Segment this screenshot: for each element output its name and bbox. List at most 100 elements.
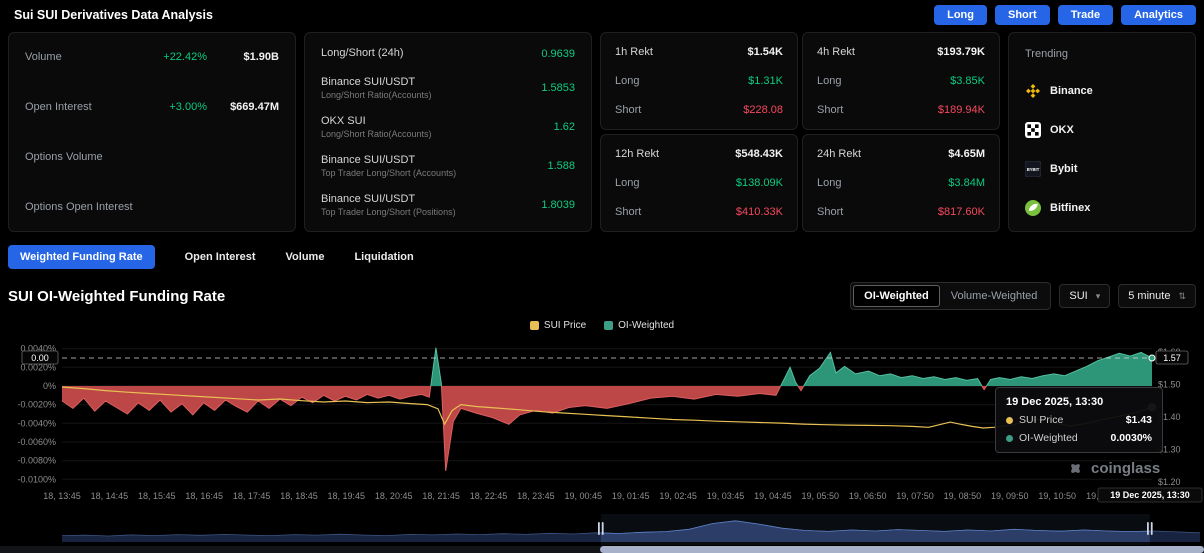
rekt-title: 12h Rekt [615,148,660,160]
navigator-minichart[interactable] [0,514,1204,545]
chart-header: SUI OI-Weighted Funding Rate OI-Weighted… [8,282,1196,310]
stat-row: Open Interest +3.00% $669.47M [25,101,279,113]
tooltip-value: $1.43 [1125,414,1152,426]
ratio-sublabel: Long/Short Ratio(Accounts) [321,90,432,100]
legend-oi-weighted[interactable]: OI-Weighted [604,320,674,331]
stat-change: +22.42% [163,51,207,63]
svg-text:$1.40: $1.40 [1158,412,1181,422]
trending-item-okx[interactable]: OKX [1025,122,1179,138]
tooltip-row: OI-Weighted 0.0030% [1006,432,1152,444]
svg-text:1.57: 1.57 [1163,353,1181,363]
rekt-long-value: $138.09K [735,177,783,189]
tab-volume[interactable]: Volume [285,251,325,263]
tab-weighted-funding-rate[interactable]: Weighted Funding Rate [8,245,155,269]
watermark-text: coinglass [1091,460,1161,477]
chart-tooltip: 19 Dec 2025, 13:30 SUI Price $1.43 OI-We… [995,387,1163,453]
trending-item-binance[interactable]: Binance [1025,83,1179,99]
up-down-stepper-icon: ⇅ [1178,290,1186,301]
rekt-short-label: Short [615,206,642,218]
stat-label: Options Open Interest [25,201,133,213]
funding-rate-chart[interactable]: 0.0040% 0.0020% 0% -0.0020% -0.0040% -0.0060%… [0,336,1204,506]
tooltip-row: SUI Price $1.43 [1006,414,1152,426]
symbol-select[interactable]: SUI ▾ [1059,284,1111,308]
svg-text:-0.0060%: -0.0060% [17,437,56,447]
svg-text:$1.50: $1.50 [1158,379,1181,389]
rekt-short-label: Short [615,104,642,116]
legend-sui-price[interactable]: SUI Price [529,320,586,331]
analytics-button[interactable]: Analytics [1121,5,1196,25]
scrollbar-thumb[interactable] [599,546,1204,553]
rekt-card-24h: 24h Rekt $4.65M Long $3.84M Short $817.6… [802,134,1000,232]
binance-icon [1026,84,1040,98]
horizontal-scrollbar[interactable] [0,546,1204,553]
short-button[interactable]: Short [994,5,1050,25]
ratio-row: Long/Short (24h) 0.9639 [321,47,575,61]
rekt-total: $4.65M [948,148,985,160]
page-title: Sui SUI Derivatives Data Analysis [14,8,213,22]
top-bar: Sui SUI Derivatives Data Analysis Long S… [0,0,1204,30]
ratio-value: 1.62 [553,121,575,133]
legend-label: OI-Weighted [618,320,675,331]
svg-text:-0.0080%: -0.0080% [17,456,56,466]
rekt-long-value: $3.84M [948,177,985,189]
rekt-long-label: Long [615,177,640,189]
ratio-label: Long/Short (24h) [321,47,404,59]
ratio-value: 1.588 [547,160,575,172]
trending-item-bitfinex[interactable]: Bitfinex [1025,200,1179,216]
rekt-short-value: $410.33K [735,206,783,218]
svg-text:18, 14:45: 18, 14:45 [91,491,129,501]
tab-open-interest[interactable]: Open Interest [184,251,256,263]
stat-row: Options Open Interest [25,201,279,213]
svg-text:$1.20: $1.20 [1158,477,1181,487]
rekt-total: $548.43K [735,148,783,160]
svg-text:BYBIT: BYBIT [1027,167,1040,172]
svg-text:-0.0040%: -0.0040% [17,418,56,428]
chart-navigator[interactable] [0,514,1204,545]
trending-item-bybit[interactable]: BYBIT Bybit [1025,161,1179,177]
svg-text:19, 06:50: 19, 06:50 [849,491,887,501]
svg-text:$1.30: $1.30 [1158,445,1181,455]
tooltip-label: SUI Price [1019,414,1064,426]
liquidation-rekt-grid: 1h Rekt $1.54K Long $1.31K Short $228.08… [600,32,1000,232]
svg-text:19, 03:45: 19, 03:45 [707,491,745,501]
tooltip-value: 0.0030% [1110,432,1152,444]
svg-text:18, 22:45: 18, 22:45 [470,491,508,501]
rekt-long-label: Long [615,75,640,87]
trade-button[interactable]: Trade [1057,5,1114,25]
rekt-short-value: $189.94K [937,104,985,116]
chart-legend: SUI Price OI-Weighted [0,320,1204,331]
trending-item-label: Bitfinex [1050,202,1091,214]
ratio-row: Binance SUI/USDT Long/Short Ratio(Accoun… [321,76,575,100]
rekt-long-value: $3.85K [950,75,985,87]
rekt-long-label: Long [817,75,842,87]
stat-label: Volume [25,51,62,63]
market-stats-card: Volume +22.42% $1.90B Open Interest +3.0… [8,32,296,232]
rekt-title: 4h Rekt [817,46,855,58]
trending-title: Trending [1025,48,1069,60]
top-actions: Long Short Trade Analytics [934,5,1196,25]
svg-text:18, 21:45: 18, 21:45 [422,491,460,501]
tab-liquidation[interactable]: Liquidation [354,251,414,263]
svg-text:18, 18:45: 18, 18:45 [280,491,318,501]
oi-weighted-swatch [604,321,614,330]
svg-text:19, 05:50: 19, 05:50 [802,491,840,501]
trending-item-label: OKX [1050,124,1074,136]
svg-text:0.0020%: 0.0020% [20,362,56,372]
bybit-icon: BYBIT [1025,161,1041,177]
svg-text:19, 08:50: 19, 08:50 [944,491,982,501]
chevron-down-icon: ▾ [1095,290,1101,301]
svg-text:0%: 0% [43,381,56,391]
chart-tabs: Weighted Funding Rate Open Interest Volu… [8,245,414,269]
ratio-sublabel: Top Trader Long/Short (Accounts) [321,168,457,178]
bitfinex-icon [1025,200,1041,216]
svg-text:18, 19:45: 18, 19:45 [328,491,366,501]
sui-price-swatch [529,321,539,330]
rekt-card-12h: 12h Rekt $548.43K Long $138.09K Short $4… [600,134,798,232]
volume-weighted-toggle[interactable]: Volume-Weighted [950,290,1038,302]
svg-text:19, 10:50: 19, 10:50 [1038,491,1076,501]
rekt-total: $193.79K [937,46,985,58]
interval-select[interactable]: 5 minute ⇅ [1118,284,1196,308]
long-button[interactable]: Long [934,5,987,25]
oi-weighted-toggle[interactable]: OI-Weighted [853,285,940,307]
symbol-select-value: SUI [1069,290,1088,302]
